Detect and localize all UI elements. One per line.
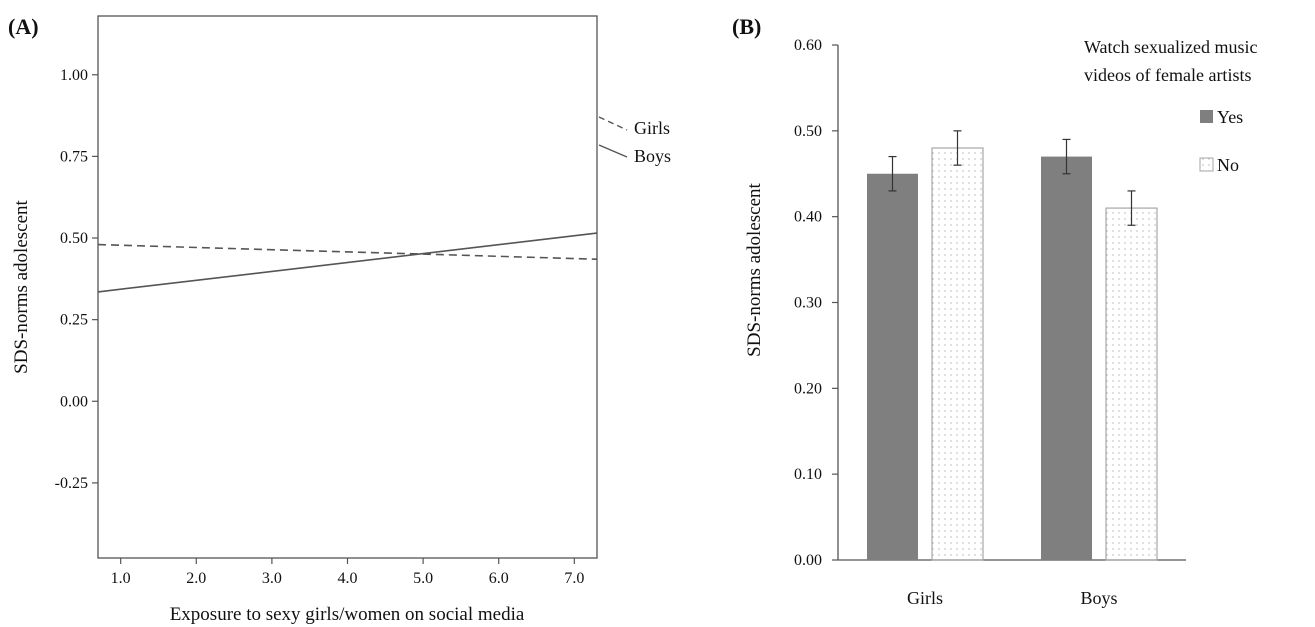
panel-a-x-axis: 1.0 2.0 3.0 4.0 5.0 6.0 7.0 [111,558,584,587]
x-tick-label: 5.0 [413,570,433,587]
bar-boys-yes [1041,156,1092,561]
legend-label-no: No [1217,155,1239,175]
series-line-boys [97,232,598,293]
y-tick-label: 0.00 [60,393,88,410]
x-tick-label: 1.0 [111,570,131,587]
boys-leader-line [598,144,628,158]
x-tick-label: 3.0 [262,570,282,587]
panel-b-y-axis: 0.00 0.10 0.20 0.30 0.40 0.50 0.60 [794,37,838,569]
legend-title-line-2: videos of female artists [1084,65,1251,85]
girls-leader-line [598,116,628,131]
legend-title-line-1: Watch sexualized music [1084,37,1258,57]
panel-b-bars [867,130,1158,561]
panel-b-x-axis: Girls Boys [907,588,1118,608]
panel-a-x-axis-title: Exposure to sexy girls/women on social m… [170,604,525,625]
bar-girls-yes [867,173,918,560]
panel-b-legend: Watch sexualized music videos of female … [1084,37,1258,175]
girls-line-label: Girls [634,118,670,138]
panel-a-label: (A) [8,14,39,39]
y-tick-label: -0.25 [55,475,88,492]
x-tick-label: 7.0 [564,570,584,587]
y-tick-label: 0.40 [794,209,822,226]
panel-a: (A) 1.00 0.75 0.50 0.25 0.00 -0.25 1.0 2.0 3.0 4… [8,14,671,625]
panel-a-y-axis: 1.00 0.75 0.50 0.25 0.00 -0.25 [55,67,98,492]
bar-boys-no [1105,207,1158,561]
x-category-label: Boys [1080,588,1117,608]
y-tick-label: 0.75 [60,148,88,165]
y-tick-label: 0.20 [794,380,822,397]
panel-a-plot-frame [97,15,598,559]
x-category-label: Girls [907,588,943,608]
y-tick-label: 0.00 [794,552,822,569]
panel-a-y-axis-title: SDS-norms adolescent [11,199,32,373]
bar-girls-no [931,147,984,561]
panel-a-series [97,232,598,293]
series-line-girls [97,243,598,260]
y-tick-label: 0.50 [60,230,88,247]
panel-a-line-labels: Girls Boys [598,116,671,166]
panel-b-y-axis-title: SDS-norms adolescent [744,182,765,356]
panel-b: (B) 0.00 0.10 0.20 0.30 0.40 0.50 0.60 Girls Bo… [732,14,1258,608]
y-tick-label: 0.10 [794,466,822,483]
x-tick-label: 6.0 [489,570,509,587]
panel-b-label: (B) [732,14,761,39]
boys-line-label: Boys [634,146,671,166]
x-tick-label: 4.0 [338,570,358,587]
y-tick-label: 1.00 [60,67,88,84]
x-tick-label: 2.0 [186,570,206,587]
legend-swatch-yes [1200,110,1213,123]
legend-label-yes: Yes [1217,107,1243,127]
legend-swatch-no [1199,157,1214,172]
y-tick-label: 0.50 [794,123,822,140]
y-tick-label: 0.25 [60,312,88,329]
y-tick-label: 0.60 [794,37,822,54]
y-tick-label: 0.30 [794,295,822,312]
